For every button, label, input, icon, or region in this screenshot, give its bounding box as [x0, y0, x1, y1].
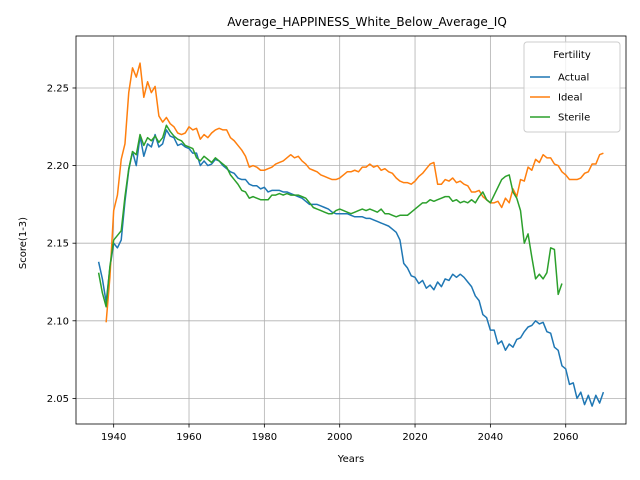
legend: Fertility Actual Ideal Sterile: [524, 42, 620, 132]
x-tick-label: 1960: [176, 432, 201, 443]
legend-label-sterile: Sterile: [558, 113, 590, 124]
y-tick-label: 2.05: [47, 394, 69, 405]
x-tick-label: 1980: [252, 432, 277, 443]
x-tick-label: 2020: [402, 432, 427, 443]
y-tick-label: 2.25: [47, 83, 69, 94]
y-axis-label: Score(1-3): [18, 217, 29, 269]
x-tick-label: 2040: [478, 432, 503, 443]
x-tick-label: 2000: [327, 432, 352, 443]
y-tick-label: 2.20: [47, 161, 69, 172]
legend-title: Fertility: [553, 50, 591, 61]
x-tick-label: 1940: [101, 432, 126, 443]
x-tick-label: 2060: [553, 432, 578, 443]
y-tick-label: 2.10: [47, 316, 69, 327]
x-axis-label: Years: [337, 454, 364, 465]
legend-label-actual: Actual: [558, 73, 589, 84]
y-tick-label: 2.15: [47, 239, 69, 250]
chart-title: Average_HAPPINESS_White_Below_Average_IQ: [227, 15, 507, 29]
legend-label-ideal: Ideal: [558, 93, 582, 104]
